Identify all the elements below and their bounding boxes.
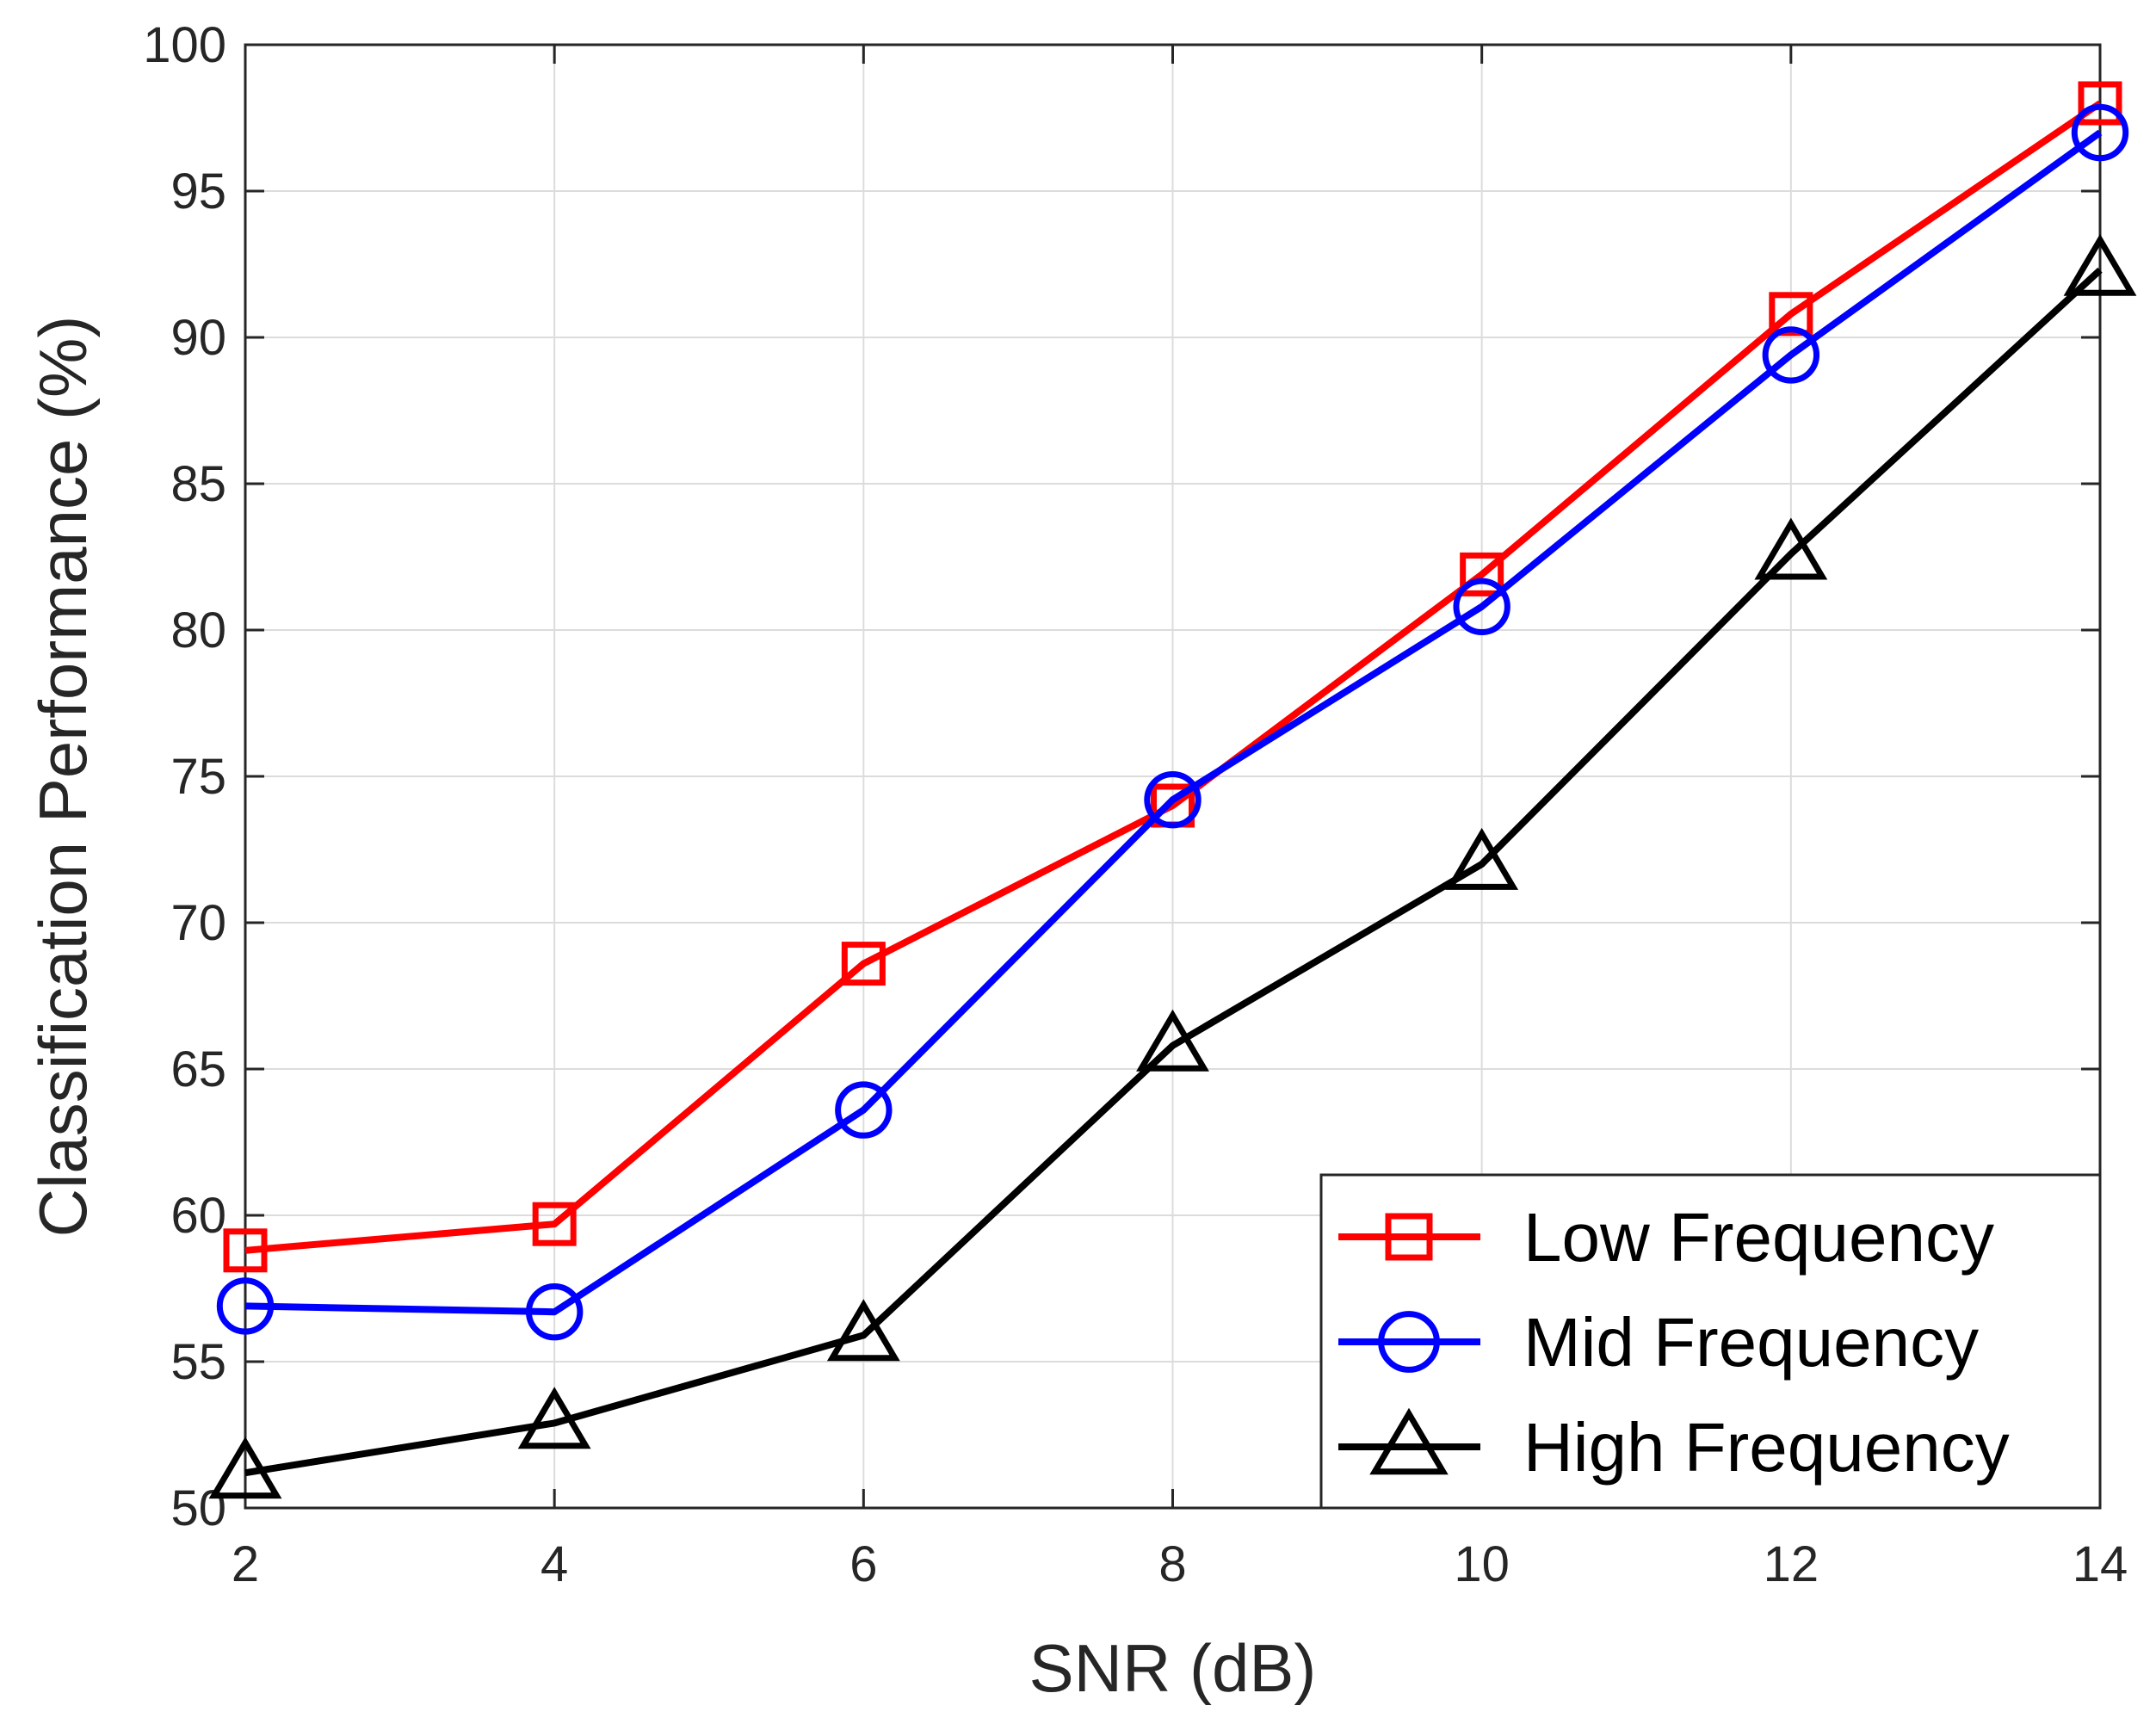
series — [208, 81, 2137, 1499]
data-point-square — [532, 1202, 577, 1246]
data-point-triangle — [1754, 517, 1828, 580]
data-point-circle — [835, 1081, 893, 1139]
x-tick-label: 8 — [1158, 1536, 1186, 1592]
y-tick-label: 100 — [143, 17, 226, 73]
data-point-triangle — [1136, 1009, 1209, 1072]
data-point-triangle — [1445, 827, 1519, 890]
legend-marker-square — [1385, 1213, 1433, 1261]
y-axis-label: Classification Performance (%) — [25, 316, 101, 1238]
legend-marker-circle — [1378, 1311, 1440, 1373]
series-low-frequency — [223, 81, 2122, 1273]
y-tick-label: 75 — [170, 749, 226, 805]
legend-item: Mid Frequency — [1338, 1304, 1979, 1381]
x-tick-label: 14 — [2073, 1536, 2128, 1592]
y-tick-label: 65 — [170, 1041, 226, 1097]
series-line — [244, 129, 2103, 1316]
series-high-frequency — [208, 233, 2137, 1499]
legend-item: High Frequency — [1338, 1407, 2010, 1486]
data-point-circle — [1762, 326, 1820, 384]
y-tick-label: 60 — [170, 1188, 226, 1244]
legend-item: Low Frequency — [1338, 1199, 1994, 1276]
y-tick-label: 85 — [170, 456, 226, 512]
x-tick-label: 10 — [1454, 1536, 1510, 1592]
legend-label: High Frequency — [1523, 1409, 2010, 1486]
legend-marker-triangle — [1369, 1407, 1449, 1475]
data-point-square — [1460, 552, 1504, 596]
data-point-square — [1769, 292, 1813, 337]
x-tick-label: 6 — [849, 1536, 877, 1592]
series-mid-frequency — [216, 103, 2129, 1341]
data-point-triangle — [826, 1299, 900, 1362]
data-point-square — [2078, 81, 2122, 126]
y-tick-label: 95 — [170, 164, 226, 219]
data-point-circle — [1144, 771, 1202, 829]
data-point-triangle — [2063, 233, 2137, 296]
x-tick-label: 4 — [541, 1536, 568, 1592]
data-point-triangle — [517, 1387, 591, 1449]
data-point-circle — [525, 1283, 584, 1341]
x-tick-label: 2 — [232, 1536, 259, 1592]
y-tick-label: 90 — [170, 310, 226, 366]
series-line — [244, 267, 2103, 1477]
legend-label: Mid Frequency — [1523, 1304, 1979, 1381]
data-point-triangle — [208, 1437, 282, 1499]
x-tick-label: 12 — [1764, 1536, 1819, 1592]
data-point-circle — [1453, 578, 1510, 635]
data-point-square — [841, 942, 886, 986]
y-tick-label: 80 — [170, 602, 226, 658]
y-tick-label: 55 — [170, 1334, 226, 1390]
legend-label: Low Frequency — [1523, 1199, 1994, 1276]
series-line — [244, 100, 2103, 1254]
x-axis-label: SNR (dB) — [1029, 1630, 1317, 1706]
data-point-circle — [216, 1277, 275, 1335]
legend: Low Frequency Mid Frequency High Frequency — [1319, 1173, 2102, 1510]
y-tick-label: 70 — [170, 895, 226, 951]
data-point-circle — [2071, 103, 2129, 162]
data-point-square — [223, 1228, 268, 1273]
